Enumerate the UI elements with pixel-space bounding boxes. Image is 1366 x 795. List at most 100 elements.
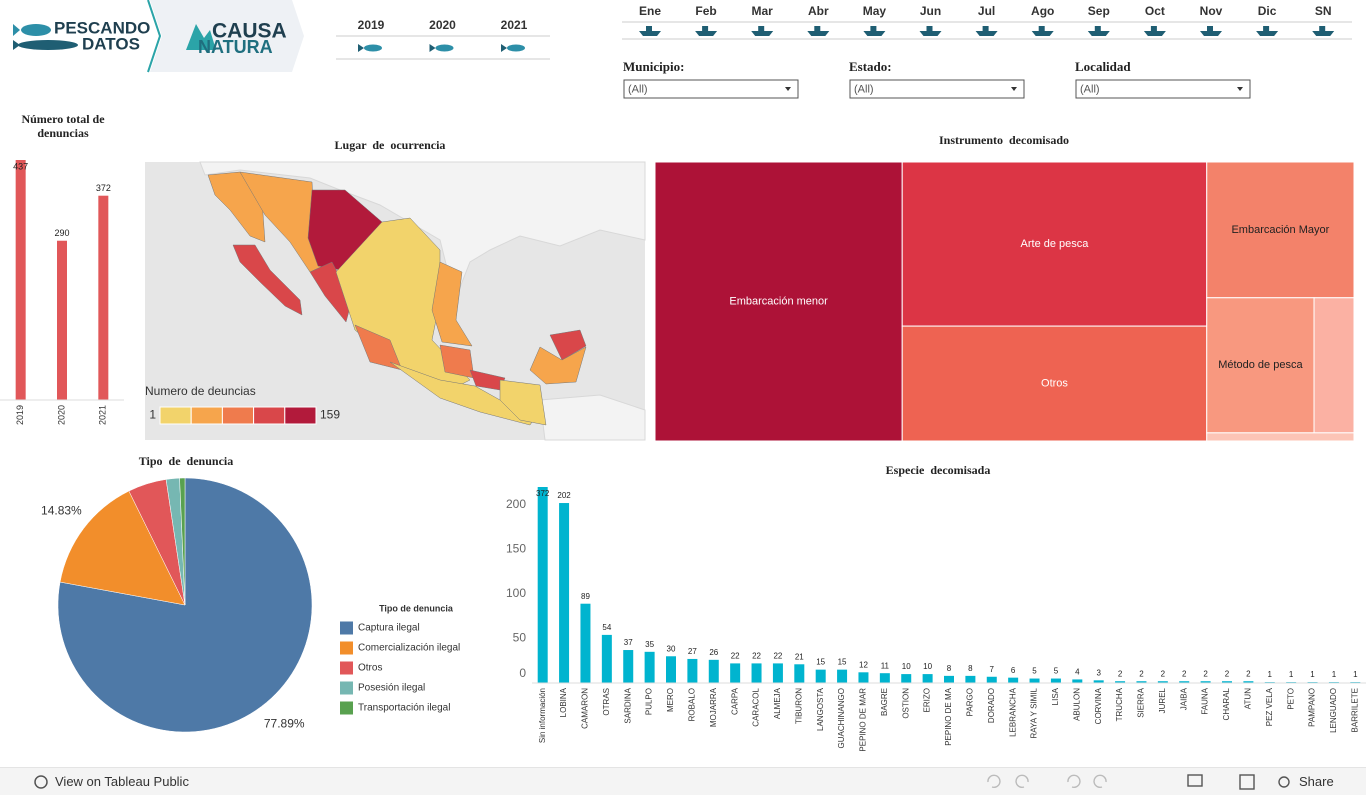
legend-swatch: [253, 406, 286, 425]
bar: [965, 675, 976, 683]
x-tick-label: PEPINO DE MA: [944, 687, 953, 745]
legend-min: 1: [149, 408, 156, 422]
month-selector[interactable]: Nov: [1200, 4, 1223, 36]
share-button[interactable]: Share: [1299, 774, 1334, 789]
y-tick-label: 150: [506, 542, 526, 556]
year-selector[interactable]: 2020: [429, 18, 456, 52]
year-selector[interactable]: 2019: [358, 18, 385, 52]
logo-background: [150, 0, 304, 72]
x-tick-label: RAYA Y SIMIL: [1030, 687, 1039, 738]
value-label: 2: [1246, 669, 1251, 678]
bar: [815, 669, 826, 683]
value-label: 437: [13, 161, 28, 171]
value-label: 10: [923, 662, 932, 671]
value-label: 21: [795, 652, 804, 661]
value-label: 1: [1353, 670, 1358, 679]
x-tick-label: LOBINA: [559, 687, 568, 717]
x-tick-label: LISA: [1051, 687, 1060, 705]
month-selector[interactable]: Sep: [1088, 4, 1110, 36]
bar: [98, 195, 109, 400]
month-label: Mar: [752, 4, 774, 18]
map-land: [199, 161, 646, 302]
download-icon[interactable]: [1187, 774, 1203, 787]
map-land: [539, 394, 646, 441]
month-selector[interactable]: Dic: [1256, 4, 1279, 36]
year-selector[interactable]: 2021: [501, 18, 528, 52]
footer-icons: [34, 774, 1290, 790]
year-label: 2021: [501, 18, 528, 32]
filter-value: (All): [1080, 83, 1100, 95]
month-label: Nov: [1200, 4, 1223, 18]
bar: [559, 503, 570, 683]
value-label: 7: [990, 665, 995, 674]
share-icon[interactable]: [1278, 776, 1290, 788]
month-selector[interactable]: Ene: [639, 4, 661, 36]
value-label: 6: [1011, 666, 1016, 675]
footer-link[interactable]: View on Tableau Public: [55, 774, 189, 789]
bar: [15, 160, 26, 400]
x-tick-label: PULPO: [645, 688, 654, 715]
boat-icon: [751, 26, 774, 36]
map-region: [232, 244, 303, 316]
legend-label: Captura ilegal: [358, 623, 420, 634]
bar: [1115, 681, 1126, 683]
x-tick-label: BAGRE: [880, 688, 889, 716]
y-tick-label: 200: [506, 497, 526, 511]
filter[interactable]: Localidad (All): [1075, 59, 1251, 99]
logo-chevron: [147, 0, 162, 73]
logo-mountain: [186, 24, 216, 50]
logo-fish: [21, 24, 51, 36]
map-region: [529, 346, 587, 385]
value-label: 372: [536, 489, 550, 498]
fullscreen-icon[interactable]: [1239, 774, 1255, 790]
filter[interactable]: Estado: (All): [849, 59, 1025, 99]
month-label: Ene: [639, 4, 661, 18]
month-label: Ago: [1031, 4, 1054, 18]
bar: [708, 659, 719, 683]
logo-text: NATURA: [198, 37, 273, 57]
toolbar-icon[interactable]: [987, 774, 1107, 789]
logo-fish: [18, 40, 78, 50]
month-selector[interactable]: Abr: [807, 4, 830, 36]
legend-swatch: [284, 406, 317, 425]
filter-dropdown: [849, 79, 1025, 99]
bar: [580, 603, 591, 683]
logo-fish-tail: [13, 24, 20, 36]
x-tick-label: ALMEJA: [773, 687, 782, 719]
filter[interactable]: Municipio: (All): [623, 59, 799, 99]
filter-dropdown: [623, 79, 799, 99]
month-selector[interactable]: Feb: [695, 4, 718, 36]
fish-icon-tail: [501, 44, 507, 52]
month-selector[interactable]: Jul: [975, 4, 998, 36]
legend-swatch: [340, 641, 353, 655]
x-tick-label: 2019: [15, 405, 25, 425]
x-tick-label: 2020: [56, 405, 66, 425]
value-label: 22: [773, 652, 782, 661]
bar: [1179, 681, 1190, 683]
bar: [537, 487, 548, 683]
x-tick-label: ATUN: [1243, 688, 1252, 709]
bar: [1029, 678, 1040, 683]
value-label: 2: [1225, 669, 1230, 678]
value-label: 202: [557, 491, 571, 500]
value-label: 8: [968, 664, 973, 673]
month-selector[interactable]: Oct: [1143, 4, 1166, 36]
month-selector[interactable]: Ago: [1031, 4, 1054, 36]
month-selector[interactable]: SN: [1312, 4, 1335, 36]
x-tick-label: SIERRA: [1137, 687, 1146, 717]
chart-title: Especie decomisada: [886, 463, 991, 477]
year-label: 2020: [429, 18, 456, 32]
month-selector[interactable]: Jun: [919, 4, 942, 36]
bar: [601, 634, 612, 683]
month-selector[interactable]: May: [863, 4, 887, 36]
x-tick-label: CAMARON: [581, 688, 590, 729]
month-selector[interactable]: Mar: [751, 4, 774, 36]
x-tick-label: SARDINA: [623, 687, 632, 723]
x-tick-label: LENGUADO: [1329, 688, 1338, 733]
bar: [1157, 681, 1168, 683]
map-region: [431, 261, 473, 347]
legend-swatch: [159, 406, 192, 425]
legend-swatch: [340, 621, 353, 635]
filter-label: Estado:: [849, 59, 892, 74]
bar: [1200, 681, 1211, 683]
